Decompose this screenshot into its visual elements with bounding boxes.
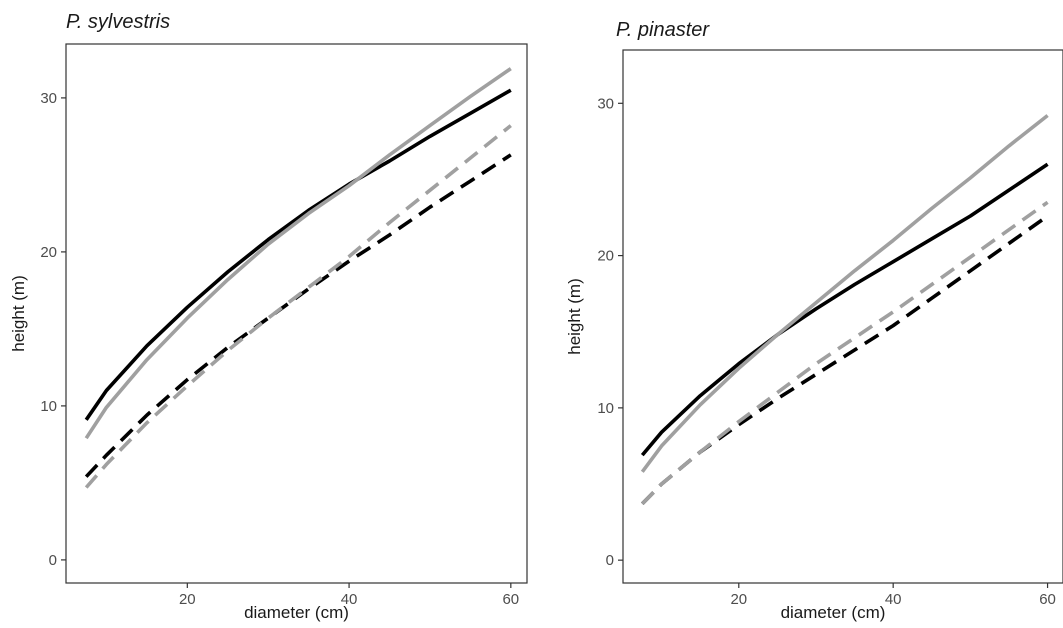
series-line-2 <box>640 114 1049 473</box>
x-tick-label: 40 <box>885 591 902 608</box>
x-axis-label: diameter (cm) <box>244 603 349 622</box>
series-line-1 <box>84 88 512 421</box>
plot-frame <box>65 43 528 584</box>
series-line-4 <box>84 124 512 489</box>
y-tick-label: 0 <box>49 552 57 569</box>
series-line-3 <box>84 153 512 478</box>
y-tick-label: 10 <box>40 398 57 415</box>
panel-title: P. sylvestris <box>66 11 170 33</box>
x-tick-label: 60 <box>1039 591 1056 608</box>
y-tick-label: 30 <box>40 90 57 107</box>
y-axis-label: height (m) <box>565 278 584 355</box>
x-tick-label: 20 <box>730 591 747 608</box>
plot-frame <box>622 49 1063 584</box>
x-tick-label: 40 <box>341 591 358 608</box>
y-tick-label: 10 <box>597 400 614 417</box>
y-tick-label: 20 <box>597 248 614 265</box>
chart-panel-sylvestris: 20 40 60 0 10 20 30 P. sylvestris diameter (cm) h… <box>9 11 528 622</box>
y-axis-label: height (m) <box>9 275 28 352</box>
series-line-3 <box>641 214 1049 506</box>
series-line-2 <box>84 67 512 440</box>
x-axis-label: diameter (cm) <box>781 603 886 622</box>
y-tick-label: 0 <box>606 552 614 569</box>
x-tick-label: 60 <box>502 591 519 608</box>
y-tick-label: 20 <box>40 244 57 261</box>
chart-panel-pinaster: 20 40 60 0 10 20 30 P. pinaster diameter (cm) hei… <box>565 19 1063 622</box>
x-tick-label: 20 <box>179 591 196 608</box>
panel-title: P. pinaster <box>616 19 710 41</box>
y-tick-label: 30 <box>597 95 614 112</box>
series-line-1 <box>640 162 1049 457</box>
